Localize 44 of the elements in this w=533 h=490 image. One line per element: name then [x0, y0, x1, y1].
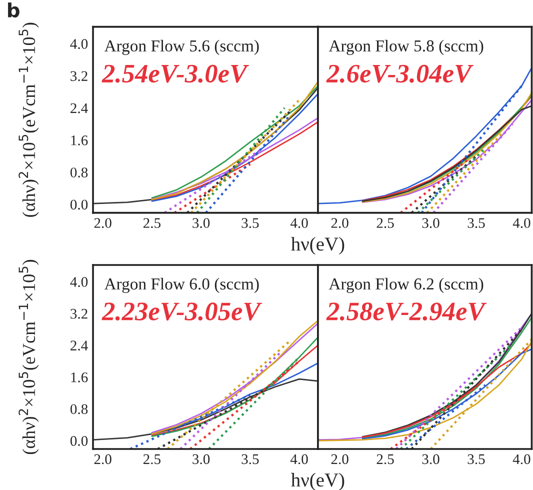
x-tick-label: 3.0 — [422, 218, 440, 228]
annotation: Argon Flow 6.0 (sccm) — [104, 278, 259, 294]
y-tick-label: 1.6 — [71, 135, 88, 146]
x-axis-title: hν(eV) — [291, 236, 344, 255]
x-tick-label: 2.0 — [94, 218, 112, 228]
x-tick-label: 4.0 — [290, 218, 308, 228]
x-tick-label: 3.5 — [468, 454, 485, 464]
y-tick-label: 0.0 — [70, 200, 88, 210]
y-tick-label: 2.4 — [70, 103, 88, 114]
y-tick-label: 0.8 — [70, 168, 88, 178]
annotation: 2.54eV-3.0eV — [102, 64, 249, 83]
x-tick-label: 2.0 — [331, 218, 348, 228]
annotation: Argon Flow 5.8 (sccm) — [328, 40, 484, 55]
x-tick-label: 3.5 — [242, 454, 259, 464]
annotation: Argon Flow 5.6 (sccm) — [104, 40, 259, 55]
y-tick-label: 1.6 — [71, 372, 88, 382]
text: b — [8, 2, 20, 18]
x-tick-label: 2.0 — [331, 454, 348, 464]
x-tick-label: 3.0 — [192, 218, 210, 228]
x-tick-label: 4.0 — [512, 218, 530, 228]
y-tick-label: 2.4 — [70, 340, 88, 351]
x-tick-label: 2.5 — [376, 218, 394, 228]
annotation: 2.6eV-3.04eV — [326, 64, 474, 83]
text: (αhν)$^{2}$×10$^{5}$(eVcm$^{−1}$×10$^{5}$) — [18, 260, 39, 454]
x-tick-label: 4.0 — [512, 454, 530, 464]
y-tick-label: 4.0 — [70, 39, 88, 49]
x-tick-label: 2.0 — [94, 454, 112, 464]
text: (αhν)$^{2}$×10$^{5}$(eVcm$^{−1}$×10$^{5}$) — [18, 22, 39, 217]
y-tick-label: 3.2 — [70, 308, 88, 319]
annotation: 2.58eV-2.94eV — [326, 302, 487, 320]
x-tick-label: 2.5 — [143, 218, 160, 228]
y-tick-label: 3.2 — [70, 71, 88, 82]
x-tick-label: 2.5 — [376, 454, 394, 464]
x-tick-label: 2.5 — [143, 454, 160, 464]
y-tick-label: 4.0 — [70, 277, 88, 287]
x-tick-label: 3.0 — [192, 454, 210, 464]
y-tick-label: 0.0 — [70, 436, 88, 446]
x-tick-label: 3.5 — [242, 218, 259, 228]
annotation: 2.23eV-3.05eV — [102, 302, 262, 320]
annotation: Argon Flow 6.2 (sccm) — [328, 278, 484, 294]
y-tick-label: 0.8 — [70, 404, 88, 414]
x-tick-label: 3.5 — [468, 218, 485, 228]
x-tick-label: 3.0 — [422, 454, 440, 464]
x-tick-label: 4.0 — [290, 454, 308, 464]
